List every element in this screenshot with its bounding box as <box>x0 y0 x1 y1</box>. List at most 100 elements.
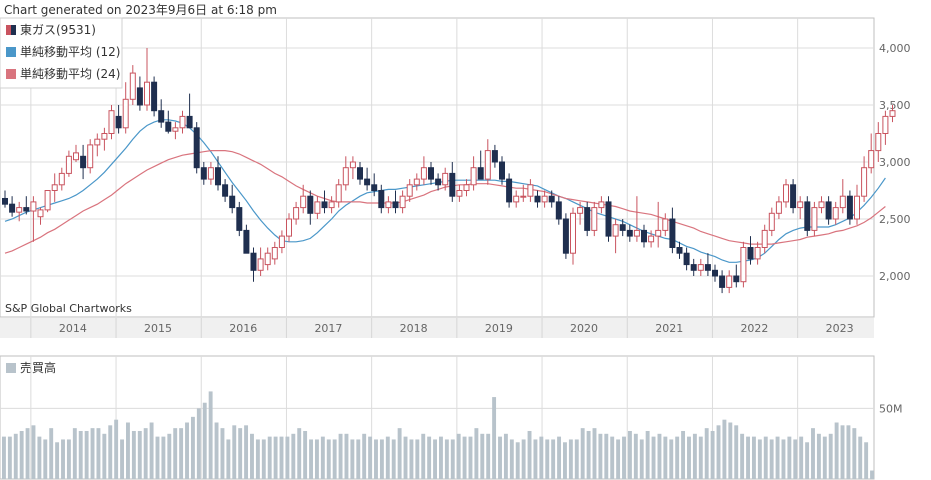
volume-bar <box>379 439 384 479</box>
volume-bar <box>740 433 745 479</box>
volume-bar <box>362 433 367 479</box>
volume-bar <box>474 428 479 479</box>
volume-bar <box>244 425 249 479</box>
candle-body <box>470 167 477 186</box>
candle-body <box>790 184 797 209</box>
candle-body <box>463 184 470 192</box>
volume-bar <box>580 428 585 479</box>
volume-bar <box>126 422 130 479</box>
volume-bar <box>498 436 502 479</box>
candle-body <box>314 201 321 214</box>
volume-bar <box>397 428 402 479</box>
volume-bar <box>439 436 443 479</box>
volume-bar <box>43 439 48 479</box>
x-tick-label: 2021 <box>655 322 683 335</box>
candle-body <box>136 87 143 106</box>
volume-bar <box>846 425 851 479</box>
candle-body <box>364 178 371 186</box>
volume-bar <box>385 436 390 479</box>
candle-body <box>378 190 385 209</box>
volume-bar <box>586 430 591 479</box>
price-plot-frame <box>0 17 875 318</box>
volume-panel: 売買高 50M <box>0 355 903 480</box>
volume-bar <box>663 436 668 479</box>
candle-body <box>229 195 236 209</box>
candle-body <box>641 229 647 243</box>
volume-bar <box>167 433 172 479</box>
candle-body <box>783 184 789 203</box>
candle-body <box>428 167 434 180</box>
volume-bar <box>279 436 284 479</box>
candle-body <box>605 201 612 237</box>
volume-bar <box>108 425 113 479</box>
volume-bar <box>515 442 520 479</box>
candle-body <box>534 195 541 203</box>
candle-body <box>335 184 342 203</box>
candle-body <box>854 195 860 220</box>
volume-bar <box>90 428 95 479</box>
candle-body <box>818 201 825 209</box>
volume-bar <box>557 436 562 479</box>
volume-bar <box>610 436 615 479</box>
x-tick-label: 2018 <box>400 322 428 335</box>
candle-body <box>94 138 101 146</box>
candle-body <box>392 201 399 209</box>
volume-bar <box>622 436 626 479</box>
candle-body <box>804 201 811 231</box>
volume-bar <box>734 425 739 479</box>
volume-bar <box>220 428 225 479</box>
volume-bar <box>521 439 526 479</box>
candle-body <box>676 247 683 254</box>
candle-body <box>300 195 307 209</box>
candle-body <box>264 252 271 266</box>
candle-body <box>868 150 875 169</box>
volume-bar <box>161 436 166 479</box>
volume-bar <box>651 436 656 479</box>
candle-body <box>633 229 640 237</box>
candle-body <box>222 184 229 197</box>
volume-bar <box>692 433 697 479</box>
volume-bar <box>185 422 189 479</box>
volume-bar <box>769 439 774 479</box>
candle-body <box>875 133 882 152</box>
volume-y-tick-label: 50M <box>879 402 903 415</box>
volume-bar <box>710 430 715 479</box>
candle-body <box>122 98 129 129</box>
price-y-tick-label: 4,000 <box>879 42 911 55</box>
candle-body <box>151 81 158 112</box>
candle-body <box>30 201 37 212</box>
candle-body <box>172 127 179 132</box>
legend-label: 単純移動平均 (12) <box>20 45 120 59</box>
candle-body <box>293 207 300 220</box>
candle-body <box>591 207 598 231</box>
candle-body <box>882 115 889 135</box>
candle-body <box>286 218 292 237</box>
volume-bar <box>285 436 290 479</box>
volume-bar <box>870 470 874 479</box>
candle-body <box>740 247 747 283</box>
volume-bar <box>155 436 160 479</box>
candle-body <box>399 195 406 209</box>
candle-body <box>619 224 626 231</box>
candle-body <box>541 195 548 203</box>
candle-body <box>250 252 257 271</box>
volume-bar <box>811 428 815 479</box>
legend-label: 東ガス(9531) <box>20 23 96 37</box>
volume-bar <box>539 436 544 479</box>
candle-body <box>2 197 8 205</box>
candle-body <box>520 195 527 198</box>
volume-bar <box>415 439 420 479</box>
candle-body <box>861 167 868 197</box>
candle-body <box>797 201 804 209</box>
volume-bar <box>374 439 378 479</box>
candle-body <box>690 264 697 271</box>
volume-bar <box>332 439 337 479</box>
volume-bar <box>669 439 674 479</box>
volume-bar <box>675 436 680 479</box>
candle-body <box>491 150 498 163</box>
candle-body <box>200 167 207 180</box>
volume-bar <box>450 439 455 479</box>
volume-bar <box>238 428 243 479</box>
price-y-tick-label: 3,000 <box>879 156 911 169</box>
volume-bar <box>781 439 786 479</box>
